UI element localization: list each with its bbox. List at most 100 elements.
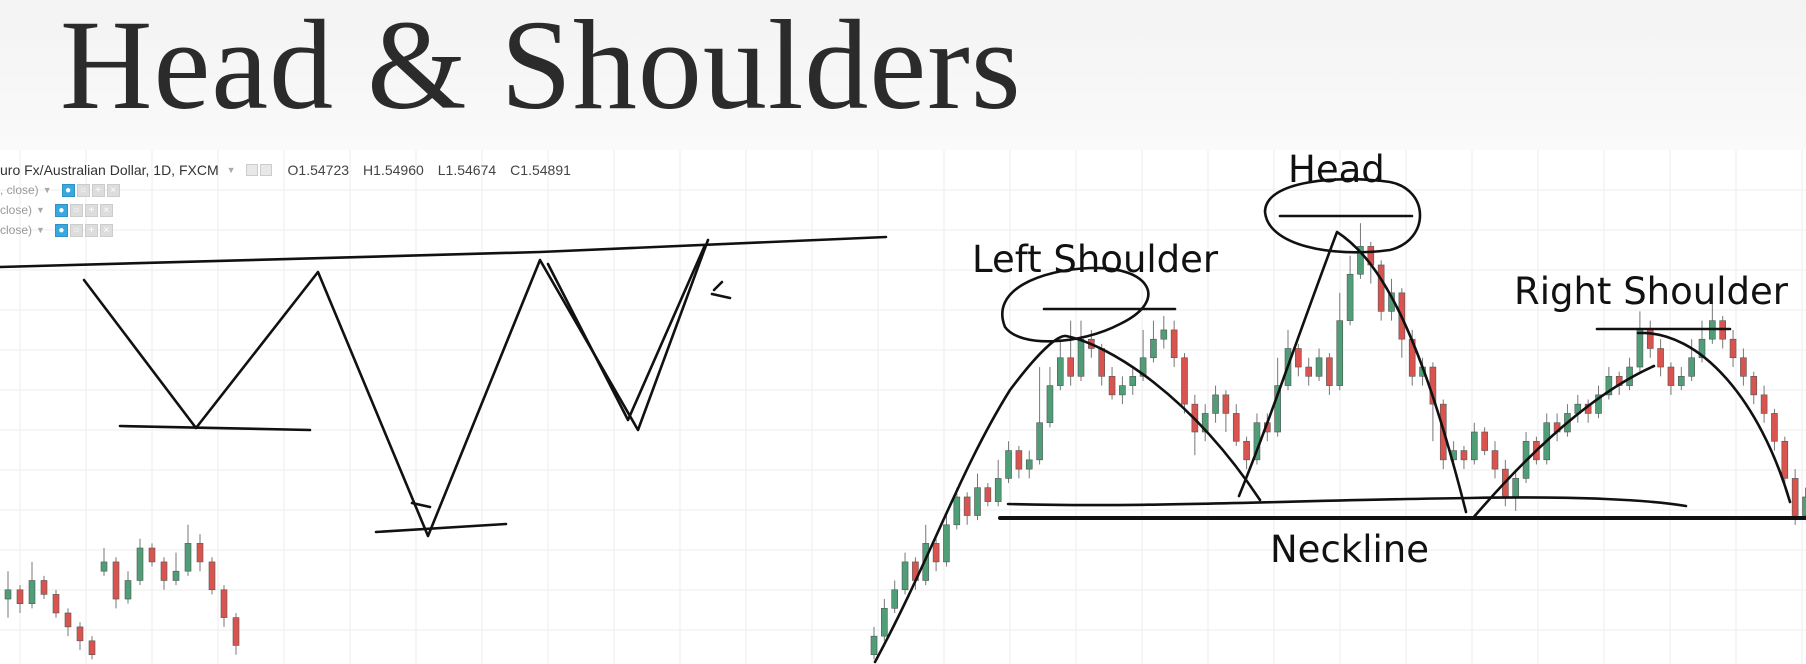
head-curve bbox=[1237, 230, 1468, 514]
plus-icon[interactable]: + bbox=[84, 203, 98, 217]
candle-up bbox=[1150, 338, 1157, 359]
candle-down bbox=[1667, 366, 1675, 386]
candle-up bbox=[901, 561, 909, 591]
symbol-name[interactable]: uro Fx/Australian Dollar, 1D, FXCM bbox=[0, 162, 219, 178]
candle-up bbox=[1025, 459, 1033, 470]
candle-down bbox=[932, 543, 940, 563]
plus-icon[interactable]: + bbox=[84, 223, 98, 237]
neckline-label: Neckline bbox=[1270, 528, 1429, 571]
candle-up bbox=[1698, 338, 1706, 359]
candle-up bbox=[870, 635, 878, 656]
candle-up bbox=[124, 580, 132, 600]
candle-up bbox=[1346, 273, 1354, 321]
candle-down bbox=[16, 589, 24, 604]
symbol-dropdown-icon[interactable]: ▼ bbox=[226, 165, 236, 175]
candle-up bbox=[1201, 413, 1209, 433]
title-banner: Head & Shoulders bbox=[0, 0, 1806, 150]
symbol-bar: uro Fx/Australian Dollar, 1D, FXCM ▼ O1.… bbox=[0, 160, 571, 180]
candle-down bbox=[196, 543, 204, 563]
candle-up bbox=[943, 524, 950, 563]
resistance-line bbox=[0, 235, 888, 269]
high-value: H1.54960 bbox=[363, 162, 424, 178]
w-pattern-stroke bbox=[546, 243, 707, 422]
candle-down bbox=[1181, 357, 1188, 405]
candle-up bbox=[1119, 385, 1126, 396]
indicator-dropdown-icon[interactable]: ▼ bbox=[36, 205, 45, 215]
candle-down bbox=[1377, 264, 1385, 312]
left-shoulder-label: Left Shoulder bbox=[972, 238, 1219, 281]
indicator-dropdown-icon[interactable]: ▼ bbox=[36, 225, 45, 235]
chart-type-icon[interactable] bbox=[259, 164, 272, 176]
close-value: C1.54891 bbox=[510, 162, 571, 178]
candle-up bbox=[1315, 357, 1323, 377]
eye-icon[interactable]: ● bbox=[61, 183, 75, 197]
indicator-label[interactable]: close) bbox=[0, 203, 33, 217]
support-line bbox=[374, 522, 508, 534]
candle-down bbox=[1491, 450, 1499, 470]
indicator-label[interactable]: close) bbox=[0, 223, 33, 237]
candle-down bbox=[64, 612, 72, 628]
candle-down bbox=[1098, 348, 1105, 377]
candle-up bbox=[184, 543, 192, 572]
candle-up bbox=[1802, 496, 1806, 516]
indicator-row: , close) ▼ ● ○ + × bbox=[0, 182, 122, 198]
candle-down bbox=[76, 626, 84, 642]
candle-up bbox=[974, 487, 981, 516]
settings-icon[interactable]: ○ bbox=[69, 203, 83, 217]
candle-down bbox=[1108, 376, 1116, 396]
close-icon[interactable]: × bbox=[106, 183, 120, 197]
settings-icon[interactable]: ○ bbox=[69, 223, 83, 237]
candle-down bbox=[112, 561, 120, 600]
candle-down bbox=[1740, 357, 1747, 377]
candle-up bbox=[1036, 422, 1043, 461]
indicator-row: close) ▼ ● ○ + × bbox=[0, 202, 115, 218]
candle-up bbox=[136, 547, 144, 581]
candle-down bbox=[1481, 431, 1488, 451]
candle-down bbox=[1760, 394, 1768, 414]
candle-up bbox=[1678, 376, 1685, 386]
candle-up bbox=[1605, 376, 1613, 396]
right-shoulder-rise bbox=[1471, 364, 1656, 520]
eye-icon[interactable]: ● bbox=[54, 223, 68, 237]
candle-down bbox=[148, 547, 156, 563]
candle-up bbox=[1077, 338, 1085, 377]
left-shoulder-curve bbox=[873, 334, 1262, 664]
indicator-label[interactable]: , close) bbox=[0, 183, 39, 197]
head-ellipse bbox=[1263, 177, 1422, 254]
candle-up bbox=[1595, 394, 1602, 414]
right-shoulder-fall bbox=[1636, 331, 1792, 504]
candle-down bbox=[1015, 450, 1023, 470]
candle-down bbox=[1305, 366, 1312, 377]
candle-down bbox=[208, 561, 216, 591]
low-value: L1.54674 bbox=[437, 162, 497, 178]
settings-icon[interactable]: ○ bbox=[76, 183, 90, 197]
candle-down bbox=[963, 496, 971, 516]
settings-icon[interactable] bbox=[245, 164, 258, 176]
candle-up bbox=[1357, 246, 1364, 275]
indicator-dropdown-icon[interactable]: ▼ bbox=[42, 185, 52, 195]
close-icon[interactable]: × bbox=[99, 203, 113, 217]
indicator-row: close) ▼ ● ○ + × bbox=[0, 222, 115, 238]
right-shoulder-label: Right Shoulder bbox=[1514, 270, 1788, 313]
plus-icon[interactable]: + bbox=[91, 183, 105, 197]
candle-up bbox=[1512, 478, 1519, 498]
eye-icon[interactable]: ● bbox=[54, 203, 68, 217]
candle-up bbox=[891, 589, 899, 609]
candle-up bbox=[1688, 357, 1695, 377]
neckline-sketch bbox=[1006, 496, 1688, 508]
support-line bbox=[118, 424, 312, 432]
candle-down bbox=[1771, 413, 1778, 442]
candle-up bbox=[1139, 357, 1147, 377]
candle-down bbox=[52, 594, 60, 614]
candle-down bbox=[1729, 338, 1737, 359]
candle-down bbox=[1067, 357, 1074, 377]
tick-mark bbox=[410, 501, 432, 509]
candle-up bbox=[1471, 431, 1478, 461]
candle-up bbox=[1057, 357, 1064, 386]
candle-up bbox=[1636, 329, 1644, 368]
candle-up bbox=[1336, 320, 1344, 386]
close-icon[interactable]: × bbox=[99, 223, 113, 237]
candle-down bbox=[232, 617, 240, 646]
candle-down bbox=[1243, 440, 1250, 461]
